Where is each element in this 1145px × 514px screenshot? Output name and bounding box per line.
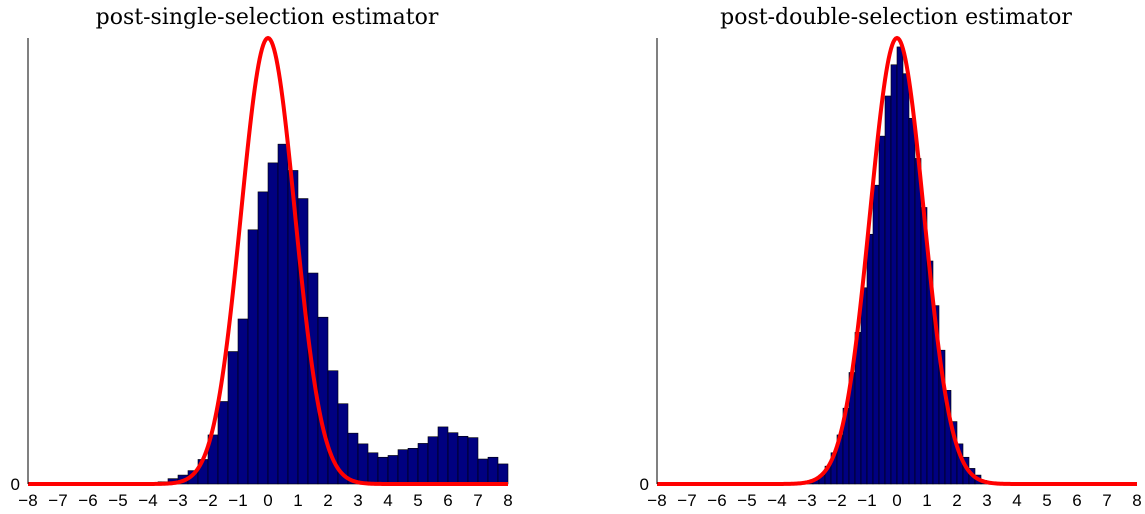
x-tick-label: −5 bbox=[737, 491, 756, 510]
histogram-bar bbox=[487, 456, 499, 485]
histogram-bar bbox=[497, 463, 509, 485]
normal-density-curve bbox=[28, 35, 508, 486]
histogram-bar bbox=[257, 191, 269, 485]
x-tick-label: −6 bbox=[78, 491, 97, 510]
histogram-bar bbox=[277, 143, 289, 485]
histogram-bar bbox=[247, 229, 259, 485]
histogram-bars bbox=[806, 46, 988, 485]
x-tick-label: 8 bbox=[503, 491, 512, 510]
histogram-bar bbox=[878, 135, 886, 485]
x-tick-label: 6 bbox=[1072, 491, 1081, 510]
y-tick-label: 0 bbox=[11, 475, 20, 494]
histogram-bar bbox=[902, 73, 910, 485]
histogram-bar bbox=[447, 432, 459, 485]
histogram-bar bbox=[477, 458, 489, 485]
x-tick-label: −2 bbox=[198, 491, 217, 510]
histogram-bar bbox=[896, 46, 904, 485]
x-tick-labels: −8 −7 −6 −5 −4 −3 −2 −1 0 1 2 3 4 5 6 7 8 bbox=[647, 491, 1141, 510]
x-tick-label: 2 bbox=[952, 491, 961, 510]
x-tick-labels: −8 −7 −6 −5 −4 −3 −2 −1 0 1 2 3 4 5 6 7 8 bbox=[18, 491, 512, 510]
x-tick-label: −7 bbox=[48, 491, 67, 510]
histogram-bar bbox=[267, 162, 279, 485]
x-tick-label: −1 bbox=[228, 491, 247, 510]
y-tick-label: 0 bbox=[640, 475, 649, 494]
histogram-bar bbox=[890, 64, 898, 485]
x-tick-label: −8 bbox=[647, 491, 666, 510]
x-tick-label: 5 bbox=[1042, 491, 1051, 510]
x-tick-label: −7 bbox=[677, 491, 696, 510]
x-tick-label: 3 bbox=[353, 491, 362, 510]
histogram-bar bbox=[367, 452, 379, 485]
histogram-bar bbox=[457, 435, 469, 485]
histogram-bar bbox=[866, 233, 874, 485]
x-tick-label: −5 bbox=[108, 491, 127, 510]
histogram-bar bbox=[884, 95, 892, 485]
x-tick-label: 1 bbox=[293, 491, 302, 510]
x-tick-label: 4 bbox=[383, 491, 392, 510]
histogram-bar bbox=[860, 287, 868, 485]
chart-title: post-double-selection estimator bbox=[720, 5, 1072, 30]
x-tick-label: 8 bbox=[1132, 491, 1141, 510]
x-tick-label: −4 bbox=[767, 491, 786, 510]
histogram-bar bbox=[427, 436, 439, 485]
x-tick-label: −4 bbox=[138, 491, 157, 510]
x-tick-label: 7 bbox=[473, 491, 482, 510]
x-tick-label: −8 bbox=[18, 491, 37, 510]
histogram-bar bbox=[914, 158, 922, 485]
x-tick-label: −1 bbox=[857, 491, 876, 510]
histogram-bar bbox=[872, 184, 880, 485]
histogram-bar bbox=[467, 437, 479, 485]
histogram-bar bbox=[357, 443, 369, 485]
histogram-bar bbox=[908, 117, 916, 485]
chart-title: post-single-selection estimator bbox=[96, 5, 439, 30]
chart-panel-single-selection: post-single-selection estimator 0 −8 −7 −6… bbox=[11, 5, 513, 510]
x-tick-label: −3 bbox=[168, 491, 187, 510]
histogram-bar bbox=[397, 449, 409, 485]
histogram-bar bbox=[317, 316, 329, 485]
x-tick-label: 7 bbox=[1102, 491, 1111, 510]
x-tick-label: 4 bbox=[1012, 491, 1021, 510]
normal-density-curve bbox=[657, 35, 1137, 486]
x-tick-label: 6 bbox=[443, 491, 452, 510]
histogram-bar bbox=[407, 448, 419, 485]
x-tick-label: 0 bbox=[263, 491, 272, 510]
x-tick-label: 5 bbox=[413, 491, 422, 510]
histogram-bar bbox=[217, 401, 229, 485]
histogram-bar bbox=[227, 351, 239, 485]
x-tick-label: −2 bbox=[827, 491, 846, 510]
x-tick-label: 1 bbox=[922, 491, 931, 510]
histogram-bar bbox=[417, 443, 429, 485]
histogram-bar bbox=[347, 432, 359, 485]
histogram-bars bbox=[157, 143, 509, 485]
histogram-bar bbox=[387, 455, 399, 485]
histogram-bar bbox=[237, 318, 249, 485]
x-tick-label: 0 bbox=[892, 491, 901, 510]
x-tick-label: −6 bbox=[707, 491, 726, 510]
chart-panel-double-selection: post-double-selection estimator 0 −8 −7 −6… bbox=[640, 5, 1142, 510]
x-tick-label: 2 bbox=[323, 491, 332, 510]
x-tick-label: 3 bbox=[982, 491, 991, 510]
histogram-bar bbox=[437, 426, 449, 485]
x-tick-label: −3 bbox=[797, 491, 816, 510]
histogram-bar bbox=[377, 456, 389, 485]
